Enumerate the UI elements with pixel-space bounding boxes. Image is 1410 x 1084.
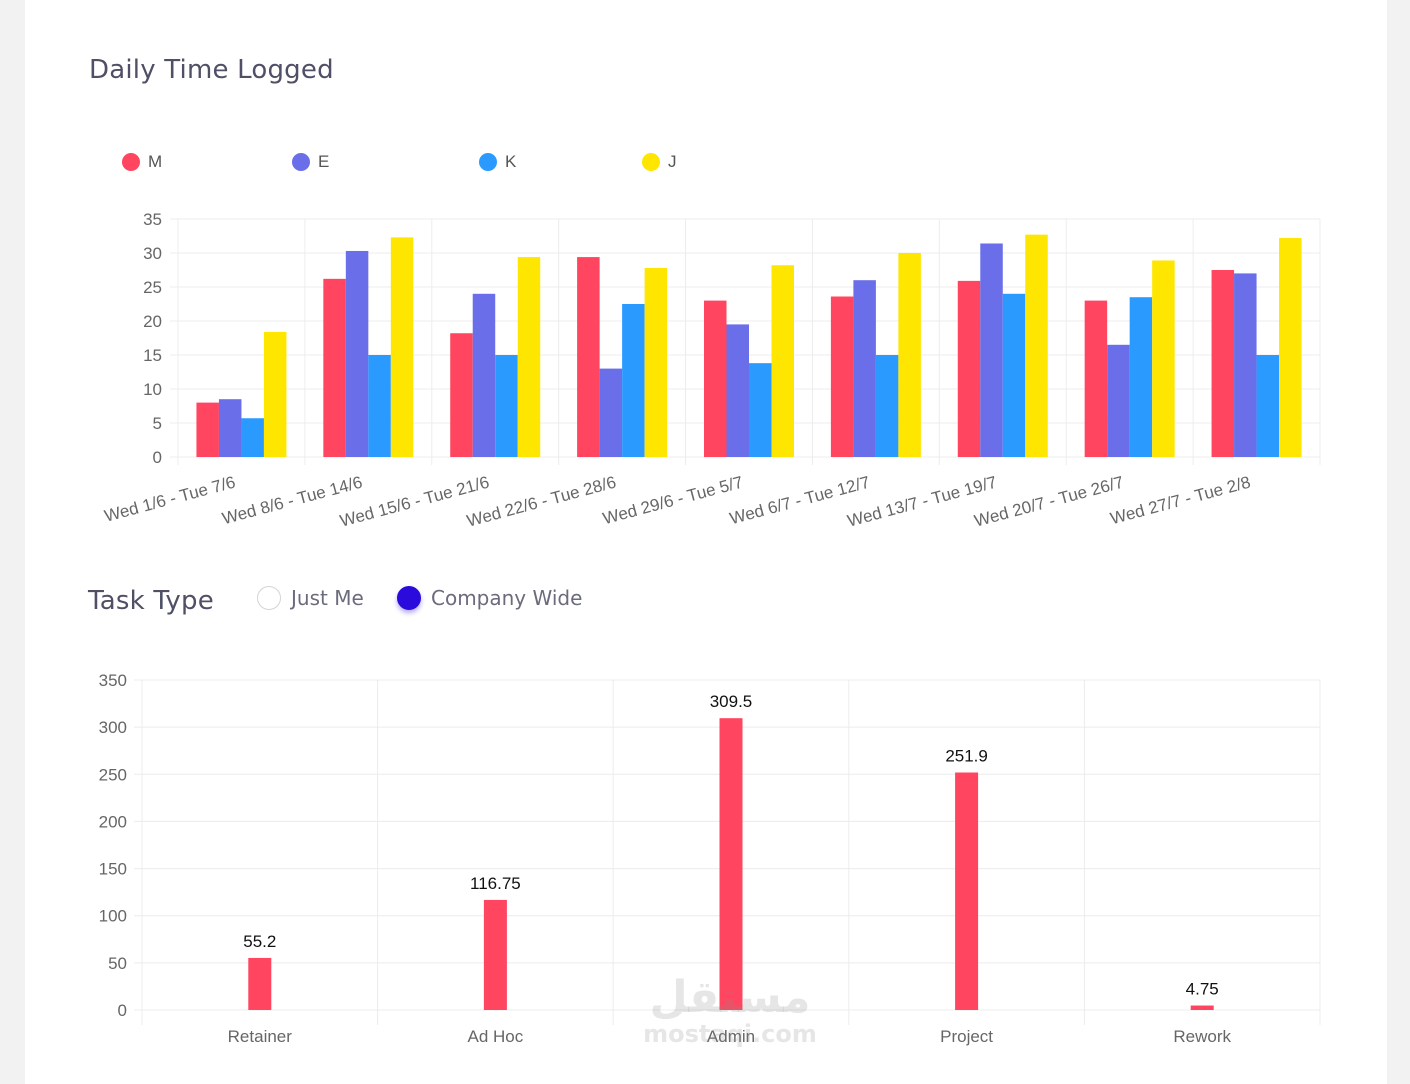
x-tick-label: Wed 27/7 - Tue 2/8: [1108, 473, 1252, 529]
company-wide-option[interactable]: Company Wide: [397, 586, 582, 610]
y-tick-label: 250: [99, 765, 127, 784]
bar-k: [622, 304, 645, 457]
legend-label-m: M: [148, 152, 163, 171]
bar-k: [875, 355, 899, 457]
bar-k: [1129, 297, 1153, 457]
bar-m: [450, 333, 473, 457]
x-tick-label: Admin: [707, 1027, 755, 1046]
bar-k: [1256, 355, 1280, 457]
y-tick-label: 200: [99, 812, 127, 831]
legend-item-m[interactable]: M: [122, 152, 162, 172]
bar-m: [1084, 300, 1108, 457]
legend-label-e: E: [318, 152, 330, 171]
bar-j: [644, 267, 668, 457]
y-tick-label: 15: [143, 346, 162, 365]
bar-j: [771, 265, 794, 457]
data-label: 116.75: [470, 874, 521, 893]
bar-j: [898, 253, 921, 457]
data-label: 251.9: [945, 746, 988, 765]
y-tick-label: 300: [99, 718, 127, 737]
legend-dot-k: [479, 153, 497, 171]
y-tick-label: 10: [143, 380, 162, 399]
bar-ad-hoc: [483, 899, 507, 1010]
y-tick-label: 30: [143, 244, 162, 263]
data-label: 55.2: [243, 932, 276, 951]
task-type-title: Task Type: [88, 586, 214, 616]
legend-dot-j: [642, 153, 660, 171]
y-tick-label: 150: [99, 860, 127, 879]
bar-m: [704, 300, 727, 457]
legend-item-j[interactable]: J: [642, 152, 677, 172]
bar-admin: [719, 718, 743, 1010]
daily-time-legend: M E K J: [25, 152, 1387, 178]
task-type-chart: 0 50 100 150 200 250 300 350 55.2 Retainer 116.75 A…: [99, 671, 1321, 1046]
x-tick-label: Wed 29/6 - Tue 5/7: [601, 473, 745, 529]
bar-e: [726, 324, 749, 457]
dashboard-card: Daily Time Logged M E K J 0 5 10 15 20 25 30 35…: [25, 0, 1387, 1084]
bar-e: [980, 243, 1003, 457]
just-me-radio[interactable]: [257, 586, 281, 610]
bar-k: [1002, 293, 1026, 457]
bar-j: [517, 257, 541, 457]
bar-k: [241, 418, 264, 457]
bar-j: [1279, 238, 1302, 457]
daily-time-title: Daily Time Logged: [89, 55, 334, 85]
y-tick-label: 0: [153, 448, 162, 467]
bar-e: [345, 250, 369, 457]
legend-label-j: J: [668, 152, 677, 171]
bar-k: [495, 355, 518, 457]
bar-k: [749, 363, 772, 457]
bar-project: [955, 772, 979, 1010]
legend-item-e[interactable]: E: [292, 152, 329, 172]
watermark-logo: مستقل mostaqi.com: [620, 972, 840, 1048]
bar-m: [1211, 270, 1235, 457]
y-tick-label: 20: [143, 312, 162, 331]
watermark-sub: mostaqi.com: [643, 1020, 817, 1048]
bar-rework: [1190, 1005, 1214, 1010]
x-tick-label: Wed 1/6 - Tue 7/6: [102, 473, 237, 526]
legend-item-k[interactable]: K: [479, 152, 516, 172]
watermark-main: مستقل: [649, 972, 811, 1023]
bar-e: [1107, 344, 1130, 457]
bar-e: [218, 399, 242, 457]
bar-retainer: [248, 957, 272, 1010]
data-label: 309.5: [710, 692, 753, 711]
bar-e: [472, 293, 496, 457]
y-tick-label: 35: [143, 210, 162, 229]
legend-label-k: K: [505, 152, 517, 171]
legend-dot-m: [122, 153, 140, 171]
y-tick-label: 350: [99, 671, 127, 690]
x-tick-label: Ad Hoc: [468, 1027, 524, 1046]
bar-j: [390, 237, 414, 457]
bar-e: [599, 368, 623, 457]
bar-m: [830, 296, 854, 457]
x-tick-label: Rework: [1173, 1027, 1231, 1046]
bar-e: [1234, 273, 1257, 457]
bar-j: [1152, 260, 1175, 457]
bar-m: [196, 402, 219, 457]
y-tick-label: 50: [108, 954, 127, 973]
bar-k: [368, 355, 391, 457]
bar-e: [853, 280, 876, 457]
company-wide-label: Company Wide: [431, 586, 583, 610]
bar-j: [263, 331, 287, 457]
bar-j: [1025, 234, 1048, 457]
legend-dot-e: [292, 153, 310, 171]
bar-m: [957, 280, 981, 457]
y-tick-label: 25: [143, 278, 162, 297]
x-tick-label: Retainer: [228, 1027, 293, 1046]
y-tick-label: 5: [153, 414, 162, 433]
just-me-label: Just Me: [291, 586, 364, 610]
data-label: 4.75: [1186, 980, 1219, 999]
company-wide-radio[interactable]: [397, 586, 421, 610]
y-tick-label: 0: [118, 1001, 127, 1020]
just-me-option[interactable]: Just Me: [257, 586, 364, 610]
bar-m: [323, 278, 346, 457]
x-tick-label: Project: [940, 1027, 993, 1046]
y-tick-label: 100: [99, 907, 127, 926]
bar-m: [577, 257, 600, 457]
